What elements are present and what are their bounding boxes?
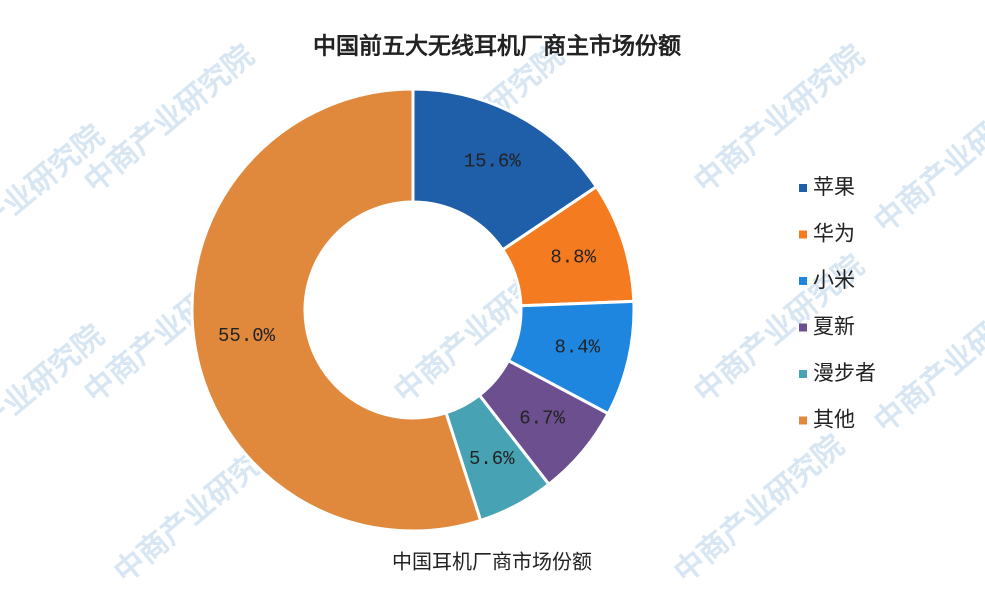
caption: 中国耳机厂商市场份额 xyxy=(392,550,592,574)
legend-label: 苹果 xyxy=(813,175,855,199)
data-label: 8.4% xyxy=(554,337,600,359)
legend-swatch xyxy=(799,277,807,285)
legend-swatch xyxy=(799,416,807,425)
chart-title: 中国前五大无线耳机厂商主市场份额 xyxy=(313,33,681,60)
legend-label: 小米 xyxy=(813,268,855,292)
legend-label: 华为 xyxy=(813,222,855,246)
data-label: 55.0% xyxy=(218,325,276,347)
data-label: 8.8% xyxy=(550,247,596,269)
legend-swatch xyxy=(799,230,807,239)
data-label: 15.6% xyxy=(464,150,522,172)
legend-swatch xyxy=(799,184,807,192)
donut-slice xyxy=(411,87,599,252)
donut-slice xyxy=(190,87,483,533)
legend-label: 其他 xyxy=(813,408,855,432)
legend-label: 漫步者 xyxy=(813,361,876,385)
data-label: 5.6% xyxy=(469,448,515,470)
data-label: 6.7% xyxy=(519,407,565,429)
legend-label: 夏新 xyxy=(813,315,855,339)
legend-swatch xyxy=(799,370,807,378)
legend-swatch xyxy=(799,323,807,332)
